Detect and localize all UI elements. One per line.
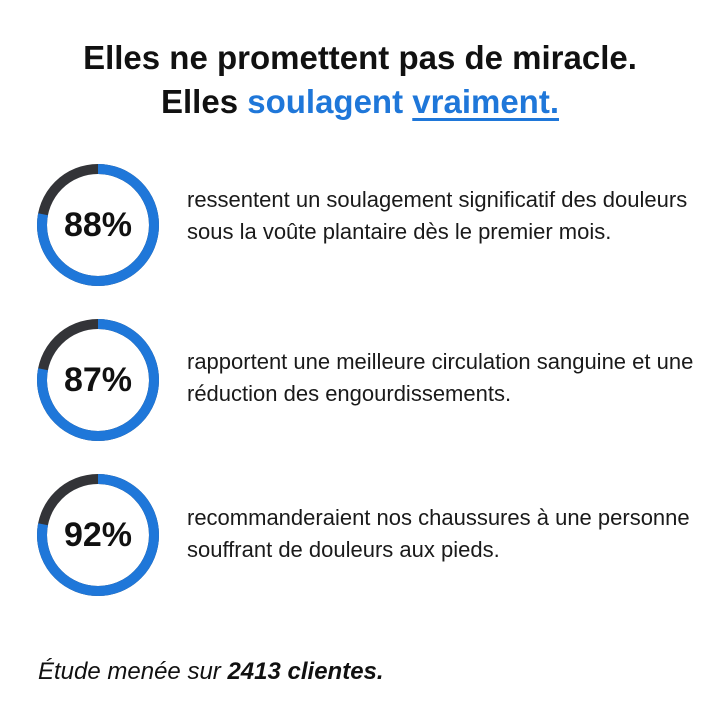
- progress-ring: [37, 164, 159, 286]
- stat-percent: 87%: [63, 361, 133, 399]
- ring-fill: [37, 474, 159, 596]
- stat-ring-2: 87%: [36, 318, 160, 442]
- stat-description: ressentent un soulagement significatif d…: [187, 187, 688, 244]
- footnote-count: 2413 clientes: [227, 658, 377, 685]
- headline-prefix: Elles: [161, 83, 248, 120]
- stat-description: rapportent une meilleure circulation san…: [187, 349, 694, 406]
- footnote-prefix: Étude menée sur: [38, 658, 228, 685]
- stat-ring-1: 88%: [36, 163, 160, 287]
- progress-ring: [37, 474, 159, 596]
- footnote-suffix: .: [376, 658, 384, 685]
- headline-line-1: Elles ne promettent pas de miracle.: [83, 39, 637, 76]
- stat-ring-3: 92%: [36, 473, 160, 597]
- headline-underlined: vraiment.: [412, 83, 559, 120]
- headline-highlight: soulagent: [247, 83, 404, 120]
- stat-percent: 88%: [63, 206, 133, 244]
- ring-fill: [37, 319, 159, 441]
- progress-ring: [37, 319, 159, 441]
- ring-fill: [37, 164, 159, 286]
- headline-line-2: Elles soulagent vraiment.: [0, 80, 720, 124]
- study-footnote: Étude menée sur 2413 clientes.: [38, 658, 384, 686]
- stat-percent: 92%: [63, 516, 133, 554]
- stat-description: recommanderaient nos chaussures à une pe…: [187, 505, 690, 562]
